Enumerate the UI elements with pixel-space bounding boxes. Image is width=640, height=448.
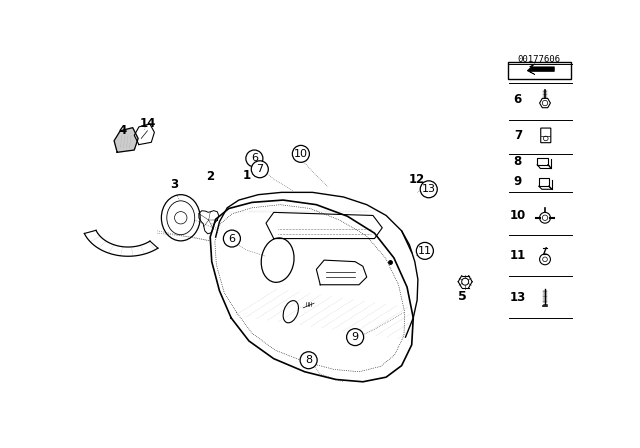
- Text: 11: 11: [418, 246, 432, 256]
- Polygon shape: [114, 128, 138, 152]
- Circle shape: [420, 181, 437, 198]
- Text: 1: 1: [243, 169, 251, 182]
- Text: 9: 9: [351, 332, 358, 342]
- Text: 7: 7: [256, 164, 264, 174]
- Bar: [508, 62, 572, 79]
- Circle shape: [417, 242, 433, 259]
- Text: 14: 14: [140, 117, 156, 130]
- Text: 12: 12: [409, 173, 425, 186]
- Text: 2: 2: [206, 170, 214, 184]
- Text: 3: 3: [170, 178, 179, 191]
- Text: 13: 13: [422, 184, 436, 194]
- Text: 6: 6: [514, 94, 522, 107]
- Text: 5: 5: [458, 290, 467, 303]
- Text: 00177606: 00177606: [517, 56, 560, 65]
- Text: 7: 7: [514, 129, 522, 142]
- Text: 10: 10: [509, 209, 526, 222]
- Text: 13: 13: [509, 291, 526, 304]
- Circle shape: [223, 230, 241, 247]
- Text: 9: 9: [514, 175, 522, 188]
- Text: 4: 4: [118, 124, 127, 137]
- Text: 8: 8: [305, 355, 312, 365]
- Text: 11: 11: [509, 249, 526, 262]
- Circle shape: [252, 161, 268, 178]
- Text: 6: 6: [251, 154, 258, 164]
- Circle shape: [347, 329, 364, 345]
- Text: 6: 6: [228, 233, 236, 244]
- Circle shape: [246, 150, 263, 167]
- Circle shape: [292, 146, 309, 162]
- Circle shape: [300, 352, 317, 369]
- Text: 10: 10: [294, 149, 308, 159]
- Polygon shape: [527, 64, 554, 74]
- Text: 8: 8: [514, 155, 522, 168]
